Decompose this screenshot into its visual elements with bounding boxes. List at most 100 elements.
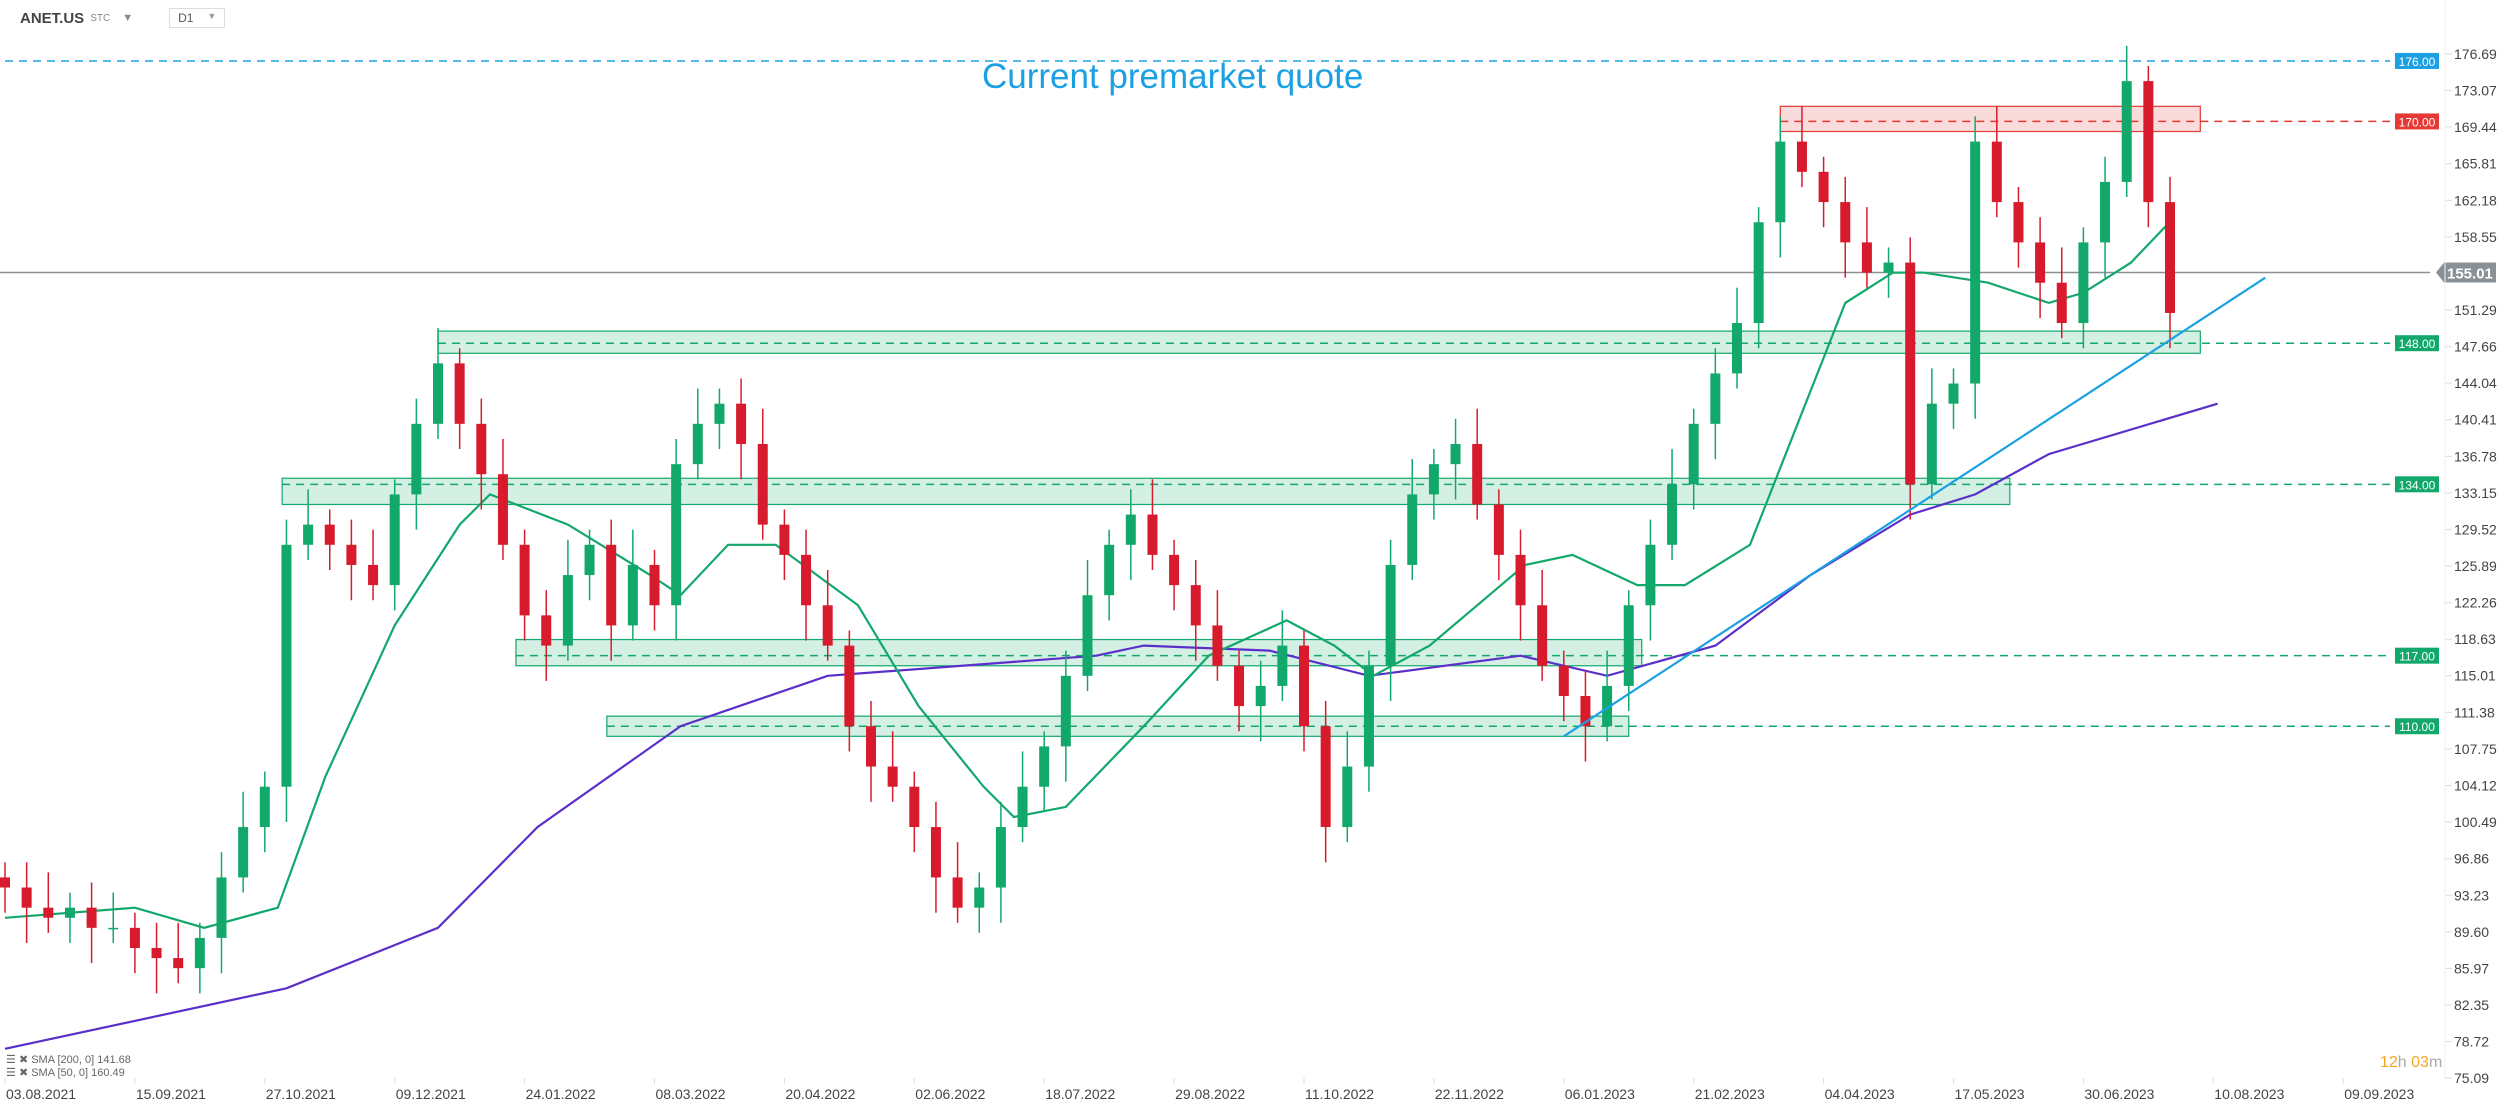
candle-body bbox=[173, 958, 184, 969]
candle bbox=[606, 519, 617, 661]
candle-body bbox=[497, 474, 508, 545]
legend-sma50-label: SMA [50, 0] 160.49 bbox=[31, 1067, 125, 1079]
candle-body bbox=[1277, 645, 1288, 686]
candle-body bbox=[1017, 786, 1028, 828]
candle bbox=[324, 509, 335, 570]
candle-body bbox=[606, 544, 617, 626]
y-tick-label: 158.55 bbox=[2454, 229, 2497, 245]
level-badge-label: 148.00 bbox=[2399, 337, 2436, 351]
candle-body bbox=[281, 544, 292, 787]
chart-header: ANET.US STC ▼ D1 ▼ bbox=[20, 8, 226, 28]
candle bbox=[1840, 176, 1851, 278]
candle bbox=[1060, 650, 1071, 782]
candle-body bbox=[346, 544, 357, 565]
candle-body bbox=[1428, 464, 1439, 495]
candle bbox=[2013, 186, 2024, 268]
candle bbox=[627, 529, 638, 641]
y-tick-label: 165.81 bbox=[2454, 156, 2497, 172]
candle bbox=[303, 489, 314, 560]
menu-icon[interactable]: ☰ bbox=[6, 1054, 16, 1066]
candle-body bbox=[1948, 383, 1959, 404]
candle bbox=[1710, 348, 1721, 460]
candle bbox=[21, 862, 32, 943]
candle-body bbox=[671, 464, 682, 606]
candle-body bbox=[1104, 544, 1115, 596]
candle bbox=[1883, 247, 1894, 298]
x-tick-label: 04.04.2023 bbox=[1825, 1086, 1895, 1102]
candle bbox=[1169, 539, 1180, 611]
candle bbox=[2035, 217, 2046, 318]
candle bbox=[1970, 116, 1981, 419]
candle bbox=[584, 529, 595, 601]
candle-body bbox=[21, 887, 32, 908]
candle bbox=[1667, 449, 1678, 560]
candle-body bbox=[0, 877, 10, 888]
market-label: STC bbox=[90, 12, 111, 24]
candle-body bbox=[974, 887, 985, 908]
timeframe-select[interactable]: D1 ▼ bbox=[169, 8, 226, 28]
candle bbox=[1385, 539, 1396, 702]
candle-body bbox=[2121, 81, 2132, 182]
x-tick-label: 09.12.2021 bbox=[396, 1086, 466, 1102]
x-tick-label: 29.08.2022 bbox=[1175, 1086, 1245, 1102]
candle bbox=[454, 348, 465, 450]
legend-sma200[interactable]: ☰ ✖ SMA [200, 0] 141.68 bbox=[6, 1054, 131, 1067]
candle bbox=[1753, 207, 1764, 349]
y-tick-label: 96.86 bbox=[2454, 851, 2489, 867]
y-tick-label: 82.35 bbox=[2454, 997, 2489, 1013]
candle bbox=[1602, 650, 1613, 742]
candle bbox=[389, 479, 400, 611]
y-tick-label: 125.89 bbox=[2454, 558, 2497, 574]
candle-body bbox=[1623, 605, 1634, 686]
candle-body bbox=[887, 766, 898, 787]
candle bbox=[757, 408, 768, 540]
support-resistance-zone bbox=[1779, 105, 2201, 133]
candle-body bbox=[2013, 202, 2024, 243]
y-tick-label: 107.75 bbox=[2454, 741, 2497, 757]
candle bbox=[714, 388, 725, 450]
candle bbox=[1796, 106, 1807, 187]
candle-body bbox=[1818, 171, 1829, 203]
candle-body bbox=[1234, 665, 1245, 707]
candle-body bbox=[1320, 726, 1331, 828]
candle-body bbox=[1558, 665, 1569, 696]
menu-icon[interactable]: ☰ bbox=[6, 1067, 16, 1079]
candle bbox=[1926, 368, 1937, 500]
candle-body bbox=[779, 524, 790, 555]
candle-body bbox=[1710, 373, 1721, 424]
legend-sma200-label: SMA [200, 0] 141.68 bbox=[31, 1054, 131, 1066]
chevron-down-icon: ▼ bbox=[207, 11, 217, 21]
x-tick-label: 22.11.2022 bbox=[1435, 1086, 1504, 1102]
candle-body bbox=[714, 403, 725, 424]
y-tick-label: 173.07 bbox=[2454, 82, 2497, 98]
symbol-dropdown-icon[interactable]: ▼ bbox=[122, 12, 134, 24]
candle-body bbox=[757, 443, 768, 525]
candle-body bbox=[389, 494, 400, 586]
legend-sma50[interactable]: ☰ ✖ SMA [50, 0] 160.49 bbox=[6, 1067, 131, 1080]
candle bbox=[1082, 559, 1093, 691]
close-icon[interactable]: ✖ bbox=[18, 1054, 29, 1066]
candle bbox=[1450, 418, 1461, 500]
y-tick-label: 111.38 bbox=[2454, 704, 2495, 720]
candle-body bbox=[1775, 141, 1786, 223]
close-icon[interactable]: ✖ bbox=[18, 1067, 29, 1079]
candle bbox=[974, 872, 985, 933]
support-resistance-zone bbox=[437, 330, 2201, 354]
candle bbox=[497, 438, 508, 560]
level-badge bbox=[2395, 113, 2439, 130]
candle-body bbox=[562, 575, 573, 646]
last-price-label: 155.01 bbox=[2447, 266, 2493, 283]
candle-body bbox=[1212, 625, 1223, 666]
candle bbox=[1277, 610, 1288, 702]
candle bbox=[433, 328, 443, 439]
candle-body bbox=[368, 564, 379, 586]
candle-body bbox=[1602, 685, 1613, 727]
y-tick-label: 169.44 bbox=[2454, 119, 2497, 135]
candle bbox=[173, 922, 184, 984]
candle-body bbox=[86, 907, 97, 928]
x-tick-label: 02.06.2022 bbox=[915, 1086, 985, 1102]
candle bbox=[671, 438, 682, 641]
candle bbox=[930, 801, 941, 913]
candle-body bbox=[194, 937, 205, 969]
